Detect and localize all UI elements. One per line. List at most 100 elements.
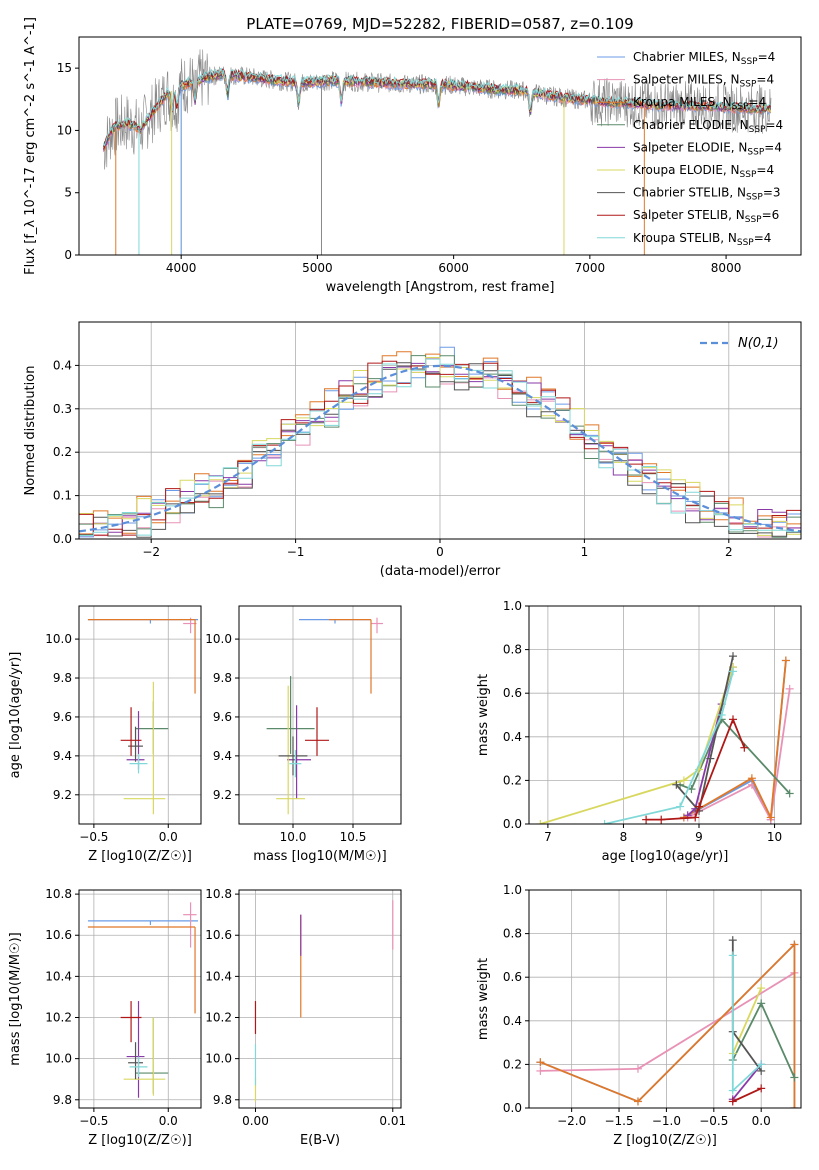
weight-series-kroupa-stelib [600, 667, 737, 824]
y-tick-label: 0.8 [503, 643, 522, 657]
histogram-kroupa-elodie [79, 357, 801, 536]
legend-label-chabrier-elodie: Chabrier ELODIE, NSSP=4 [633, 118, 783, 135]
legend-label-kroupa-stelib: Kroupa STELIB, NSSP=4 [633, 231, 771, 248]
errorbar-point-kroupa-elodie [123, 681, 166, 815]
axes-frame: −0.5 0.0 9.2 9.4 9.6 9.8 10.0 Z [log10(Z/Z☉)] ag… [8, 605, 202, 864]
axes-frame: 0.00 0.01 9.8 10.0 10.2 10.4 10.6 10.8 E(B-V) [205, 887, 406, 1148]
legend-label-main: Salpeter ELODIE, N [633, 140, 747, 154]
weight-line [679, 717, 791, 795]
legend-label-main: Kroupa STELIB, N [633, 231, 737, 245]
y-tick-label: 0.4 [503, 730, 522, 744]
errorbar-point-kroupa-stelib [289, 750, 302, 778]
weight-series-chabrier-stelib [672, 652, 737, 815]
y-tick-label: 0.3 [53, 402, 72, 416]
axes-border [528, 605, 802, 825]
legend-label-main: Chabrier STELIB, N [633, 186, 746, 200]
legend-label-tail: =4 [756, 73, 774, 87]
x-tick-label: 0.00 [242, 1114, 269, 1128]
x-tick-label: 0.0 [752, 1114, 771, 1128]
x-tick-label: 2 [725, 545, 733, 559]
model-spectrum-kroupa-stelib [103, 67, 771, 147]
y-tick-label: 10.0 [205, 1052, 232, 1066]
axes-border [238, 605, 402, 825]
y-tick-label: 0.0 [503, 1101, 522, 1115]
errorbar-point-salpeter-miles [183, 902, 197, 948]
errorbar-point-kroupa-miles [87, 926, 196, 1014]
panel-mass-vs-ebv: 0.00 0.01 9.8 10.0 10.2 10.4 10.6 10.8 E(B-V) [205, 887, 406, 1148]
legend-label-chabrier-miles: Chabrier MILES, NSSP=4 [633, 50, 775, 67]
x-tick-label: 5000 [302, 261, 333, 275]
x-tick-label: 0.0 [159, 830, 178, 844]
weight-line [540, 666, 734, 824]
weight-line [540, 972, 795, 1072]
errorbar-point-chabrier-stelib [128, 1042, 143, 1080]
errorbar-point-salpeter-stelib [120, 707, 142, 756]
y-tick-label: 0.2 [503, 1057, 522, 1071]
weight-series-kroupa-miles [536, 940, 799, 1108]
legend-label-tail: =4 [764, 140, 782, 154]
axes-frame: −2.0 −1.5 −1.0 −0.5 0.0 0.0 0.2 0.4 0.6 0.8 1.0 Z [… [476, 883, 802, 1148]
x-tick-label: −0.5 [79, 1114, 108, 1128]
plot-area [87, 617, 199, 815]
legend-label-tail: =4 [765, 118, 783, 132]
y-tick-label: 5 [64, 186, 72, 200]
errorbar-point-salpeter-miles [183, 617, 197, 634]
y-axis-label: age [log10(age/yr)] [8, 652, 23, 779]
y-tick-label: 9.6 [53, 710, 72, 724]
panel-massweight-vs-age: 7 8 9 10 0.0 0.2 0.4 0.6 0.8 1.0 age [log10(age/yr… [476, 599, 802, 864]
y-tick-label: 0.2 [53, 445, 72, 459]
y-tick-label: 10.2 [205, 1011, 232, 1025]
legend-label-salpeter-elodie: Salpeter ELODIE, NSSP=4 [633, 140, 782, 157]
weight-series-chabrier-miles [536, 940, 799, 1108]
y-axis-label: Flux [f_λ 10^-17 erg cm^-2 s^-1 A^-1] [23, 17, 38, 275]
y-tick-label: 10.2 [45, 1011, 72, 1025]
y-tick-label: 15 [57, 61, 72, 75]
weight-series-kroupa-stelib [728, 951, 766, 1095]
errorbar-point-chabrier-miles [87, 920, 199, 925]
axes-frame: 10.0 10.5 9.2 9.4 9.6 9.8 10.0 mass [log10(M/M☉… [205, 605, 402, 864]
y-tick-label: 9.2 [53, 788, 72, 802]
y-tick-label: 9.8 [53, 1093, 72, 1107]
x-tick-label: 0.0 [159, 1114, 178, 1128]
y-tick-label: 0.2 [503, 773, 522, 787]
y-tick-label: 10.0 [45, 632, 72, 646]
legend-label-sub: SSP [740, 80, 757, 90]
errorbar-point-chabrier-elodie [266, 676, 315, 754]
y-tick-label: 9.6 [213, 710, 232, 724]
legend-label-sub: SSP [745, 215, 762, 225]
plot-area [536, 652, 794, 824]
y-tick-label: 0.1 [53, 489, 72, 503]
x-axis-label: Z [log10(Z/Z☉)] [88, 849, 192, 864]
axes-frame: 7 8 9 10 0.0 0.2 0.4 0.6 0.8 1.0 age [log10(age/yr… [476, 599, 802, 864]
y-tick-label: 1.0 [503, 883, 522, 897]
legend-label-sub: SSP [747, 147, 764, 157]
x-axis-label: wavelength [Angstrom, rest frame] [326, 280, 555, 295]
y-tick-label: 0.6 [503, 970, 522, 984]
weight-series-salpeter-stelib [642, 715, 749, 824]
errorbar-point-kroupa-stelib [129, 753, 148, 774]
x-tick-label: −0.5 [699, 1114, 728, 1128]
panel-mass-vs-Z: −0.5 0.0 9.8 10.0 10.2 10.4 10.6 10.8 Z [log10(Z… [8, 887, 202, 1148]
legend-label-main: Kroupa ELODIE, N [633, 163, 740, 177]
legend-label-tail: =4 [758, 50, 776, 64]
y-tick-label: 0 [64, 248, 72, 262]
panel-spectrum: 4000 5000 6000 7000 8000 0 5 10 15 wavelength [An… [23, 17, 802, 295]
x-tick-label: −1.0 [652, 1114, 681, 1128]
x-tick-label: 8 [620, 830, 628, 844]
weight-series-salpeter-miles [536, 968, 799, 1075]
plot-area [254, 900, 394, 1102]
weight-series-salpeter-stelib [728, 1084, 766, 1106]
y-tick-label: 9.8 [213, 671, 232, 685]
panel-age-vs-Z: −0.5 0.0 9.2 9.4 9.6 9.8 10.0 Z [log10(Z/Z☉)] ag… [8, 605, 202, 864]
legend-label-sub: SSP [749, 125, 766, 135]
weight-line [540, 942, 796, 1108]
legend-label-chabrier-stelib: Chabrier STELIB, NSSP=3 [633, 186, 781, 203]
legend-label-main: Kroupa MILES, N [633, 95, 732, 109]
legend-label-sub: SSP [732, 102, 749, 112]
errorbar-point-kroupa-elodie [276, 685, 305, 815]
x-tick-label: 10.5 [340, 830, 367, 844]
y-tick-label: 10.8 [205, 887, 232, 901]
y-tick-label: 10.8 [45, 887, 72, 901]
